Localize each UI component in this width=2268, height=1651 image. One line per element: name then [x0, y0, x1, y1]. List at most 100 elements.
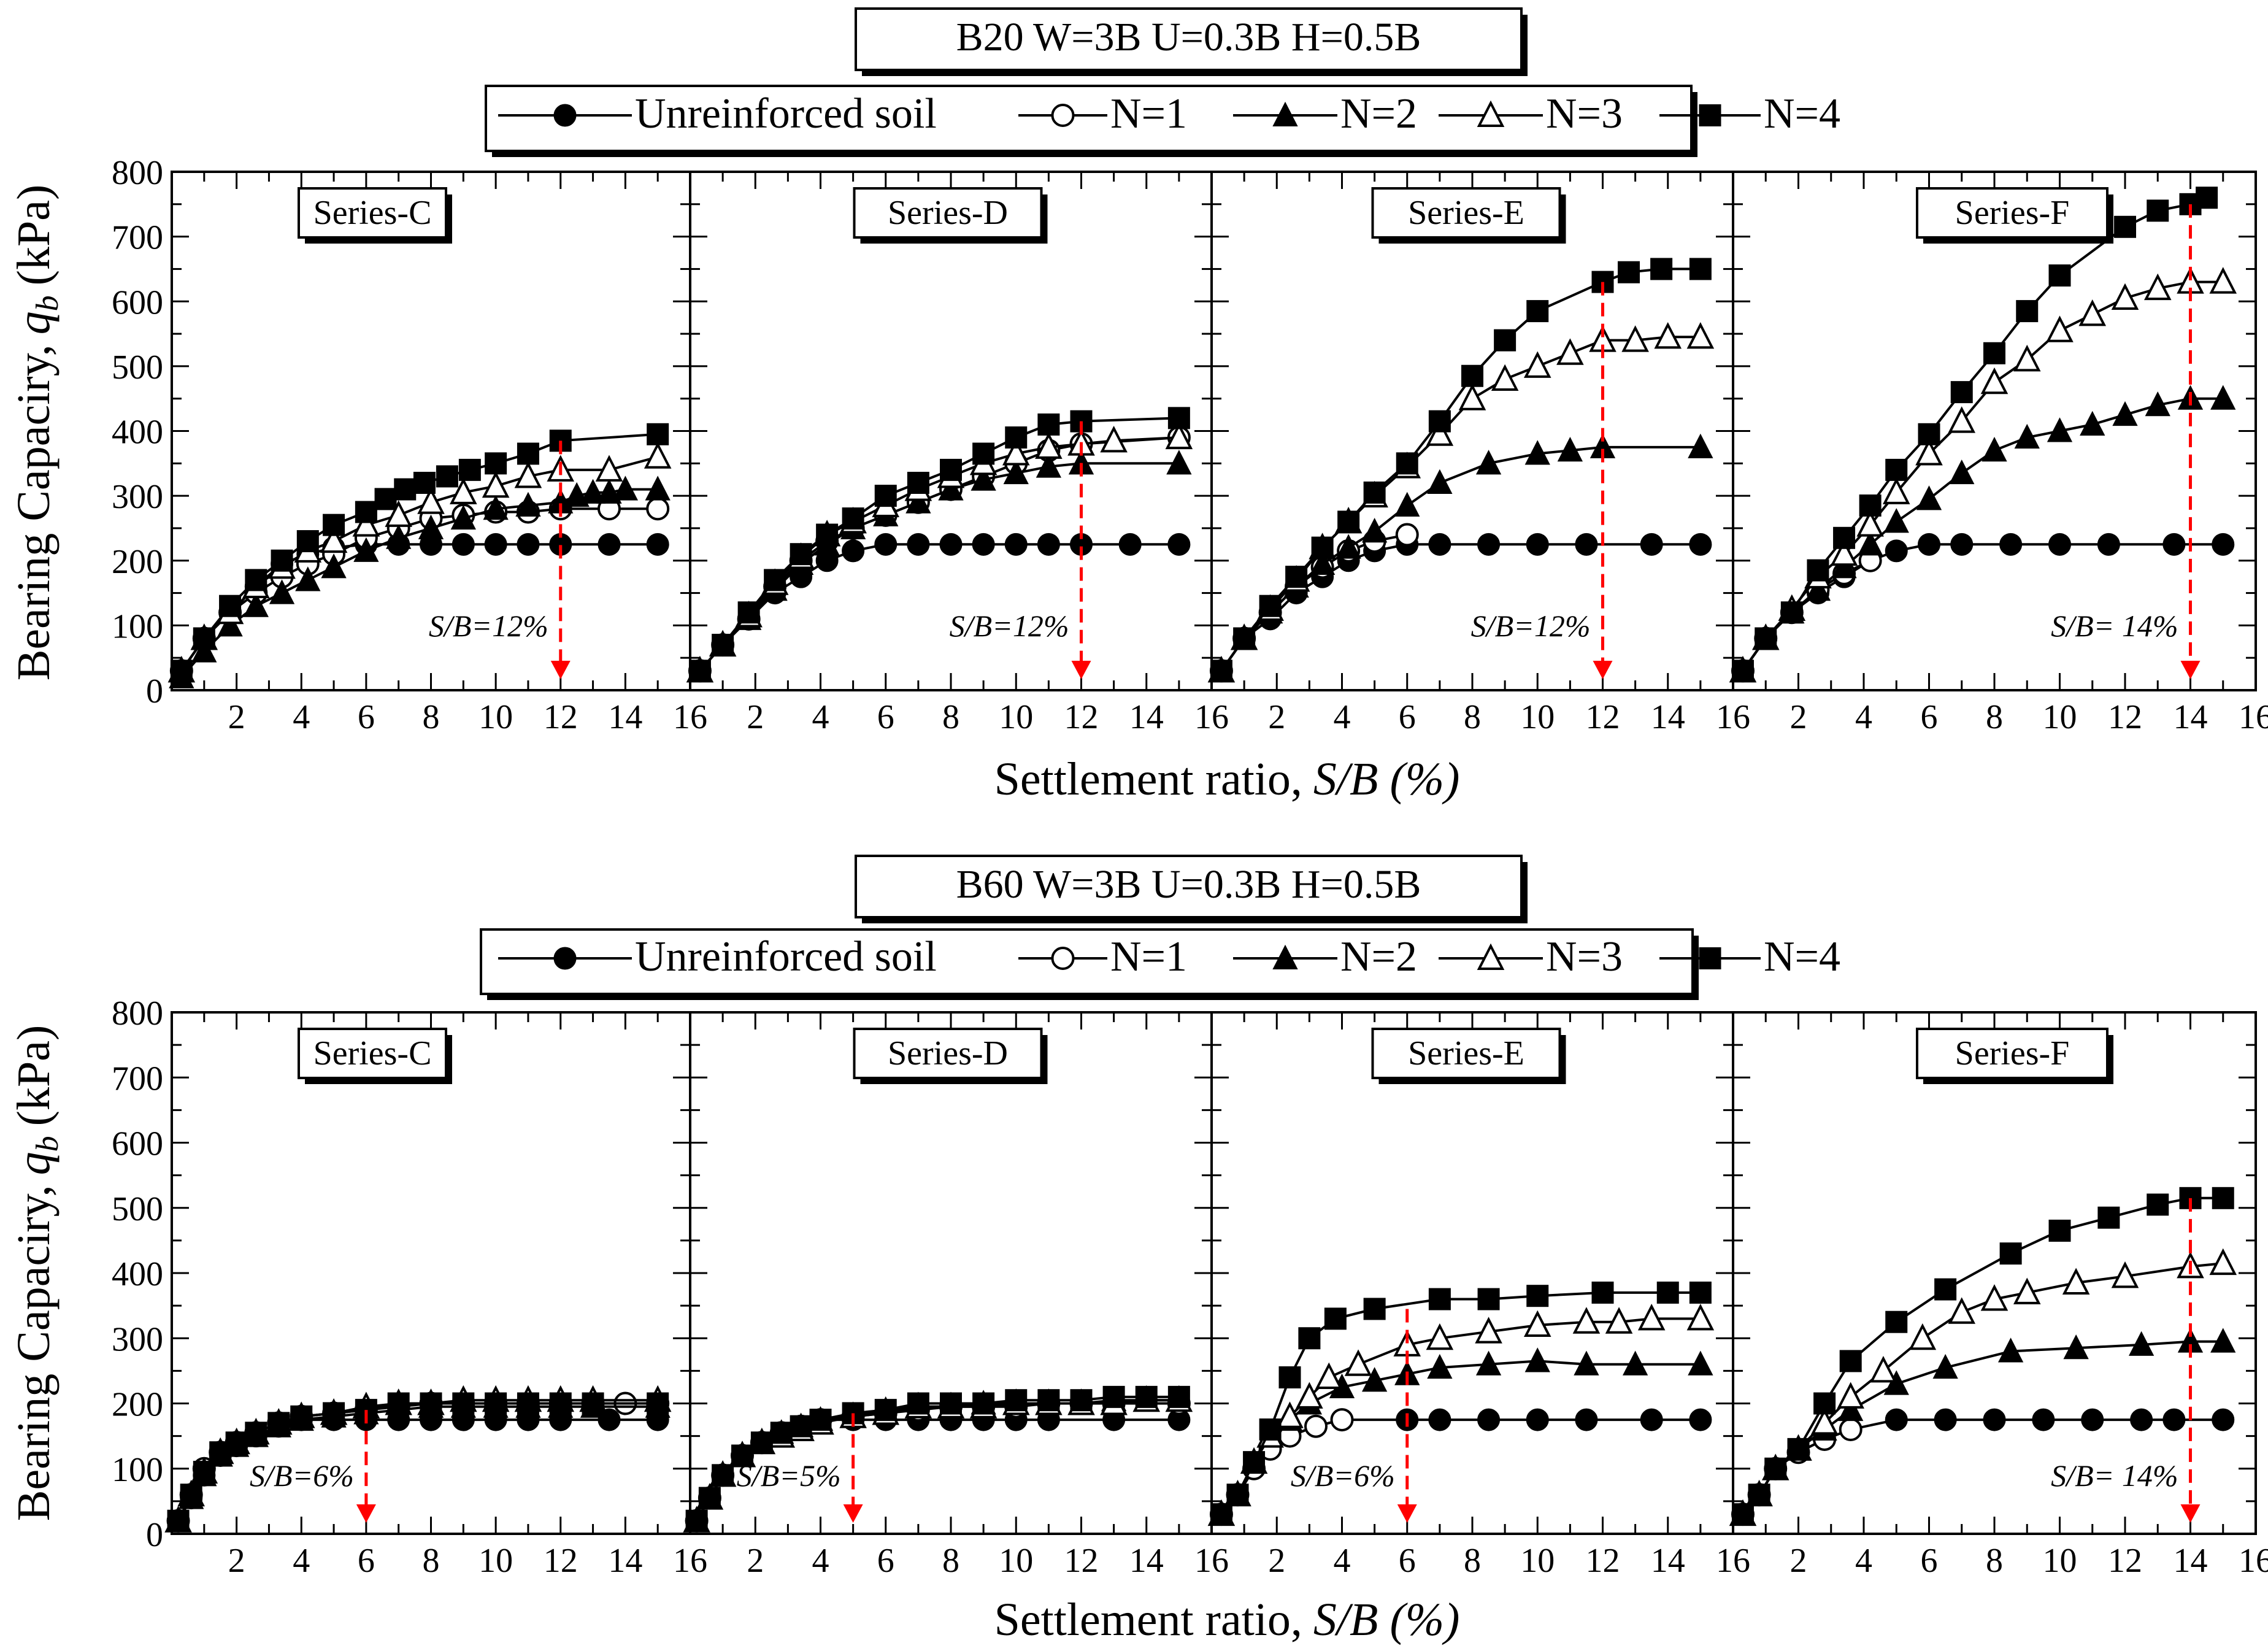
data-point [1858, 531, 1883, 556]
x-tick-label: 2 [228, 698, 245, 736]
x-tick-label: 10 [479, 698, 513, 736]
x-axis-label: Settlement ratio, S/B (%) [994, 1594, 1460, 1645]
data-point [1654, 321, 1682, 349]
annotation-label: S/B= 14% [2051, 609, 2178, 643]
series-line [1220, 267, 1701, 672]
x-axis-label-unit: S/B (%) [1313, 1594, 1459, 1645]
data-point [1526, 1408, 1549, 1431]
data-point [731, 1444, 753, 1467]
data-point [1167, 533, 1191, 556]
plot-frame [689, 1011, 1213, 1535]
series-box [1371, 187, 1561, 239]
failure-arrow [550, 441, 571, 679]
data-point [355, 501, 377, 523]
data-point [1731, 1503, 1754, 1526]
data-point [646, 533, 669, 556]
data-point [1839, 1350, 1862, 1372]
data-point [517, 442, 539, 465]
data-point [1243, 1451, 1266, 1474]
series-n-4 [685, 1385, 1190, 1532]
data-point [2046, 315, 2074, 342]
chart-title: B60 W=3B U=0.3B H=0.5B [956, 862, 1421, 907]
data-point [1311, 536, 1334, 559]
data-point [1002, 439, 1030, 466]
data-point [1932, 1353, 1958, 1379]
data-point [1748, 1484, 1770, 1506]
data-point [1426, 1323, 1454, 1350]
series-n-4 [170, 423, 669, 682]
figure-2: B60 W=3B U=0.3B H=0.5B Unreinforced soil N… [8, 855, 2268, 1645]
data-point [549, 1392, 572, 1415]
data-point [1361, 1367, 1388, 1392]
y-axis-label: Bearing Capaciry, qb (kPa) [8, 185, 65, 681]
x-tick-label: 10 [2043, 1542, 2077, 1580]
data-point [1999, 533, 2023, 556]
legend-marker [1477, 943, 1505, 970]
data-point [1869, 1355, 1897, 1383]
x-tick-label: 4 [1334, 1542, 1351, 1580]
data-point [1997, 1337, 2024, 1363]
data-point [582, 1392, 604, 1415]
data-point [972, 533, 995, 556]
data-point [688, 660, 711, 682]
x-tick-label: 12 [1586, 1542, 1620, 1580]
x-tick-label: 16 [1194, 1542, 1229, 1580]
data-point [972, 1392, 995, 1415]
data-point [1883, 1370, 1909, 1395]
x-tick-label: 16 [1716, 1542, 1750, 1580]
data-point [1686, 1303, 1715, 1331]
data-point [1934, 1278, 1957, 1301]
x-tick-label: 2 [747, 698, 764, 736]
data-point [685, 1509, 708, 1532]
data-point [2048, 533, 2071, 556]
data-point [2112, 401, 2138, 426]
x-tick-label: 8 [942, 1542, 959, 1580]
x-tick-label: 16 [2239, 1542, 2268, 1580]
data-point [1839, 1418, 1862, 1441]
data-point [790, 1415, 812, 1437]
data-point [1650, 258, 1673, 280]
data-point [1885, 539, 1908, 563]
x-tick-label: 16 [673, 698, 707, 736]
series-n-2 [1730, 1328, 2236, 1526]
failure-arrow [356, 1410, 376, 1523]
series-label: Series-D [888, 1034, 1008, 1072]
legend-label: N=3 [1546, 90, 1623, 137]
legend-item: N=1 [1018, 933, 1187, 980]
data-point [1337, 510, 1360, 533]
legend-label: Unreinforced soil [635, 90, 937, 137]
data-point [595, 455, 623, 482]
y-axis-label-subscript: b [30, 1136, 65, 1152]
legend-marker [553, 104, 577, 127]
data-point [1523, 351, 1551, 378]
legend-label: N=3 [1546, 933, 1623, 980]
legend-marker [553, 947, 577, 970]
legend-label: N=4 [1764, 90, 1840, 137]
data-point [321, 553, 347, 579]
series-box [298, 187, 447, 239]
y-tick-label: 700 [112, 219, 163, 257]
series-line [1220, 543, 1701, 672]
annotation-label: S/B=12% [429, 609, 548, 643]
chart-title: B20 W=3B U=0.3B H=0.5B [956, 15, 1421, 60]
data-point [243, 592, 269, 617]
series-n-2 [169, 475, 671, 688]
data-point [2212, 1408, 2235, 1431]
data-point [1640, 533, 1663, 556]
legend-marker [1699, 947, 1721, 969]
series-unreinforced-soil [167, 1408, 669, 1533]
data-point [940, 458, 962, 481]
data-point [352, 510, 380, 537]
legend-marker [1477, 100, 1505, 127]
annotation-label: S/B= 14% [2051, 1458, 2178, 1493]
plot-frame [171, 1011, 691, 1535]
data-point [1575, 533, 1598, 556]
legend-item: N=4 [1659, 90, 1840, 137]
x-tick-label: 12 [1586, 698, 1620, 736]
series-n-2 [1730, 385, 2236, 682]
data-point [2114, 215, 2136, 238]
series-line [1220, 1317, 1701, 1515]
y-tick-label: 600 [112, 1125, 163, 1163]
y-tick-label: 300 [112, 478, 163, 516]
data-point [905, 488, 931, 514]
